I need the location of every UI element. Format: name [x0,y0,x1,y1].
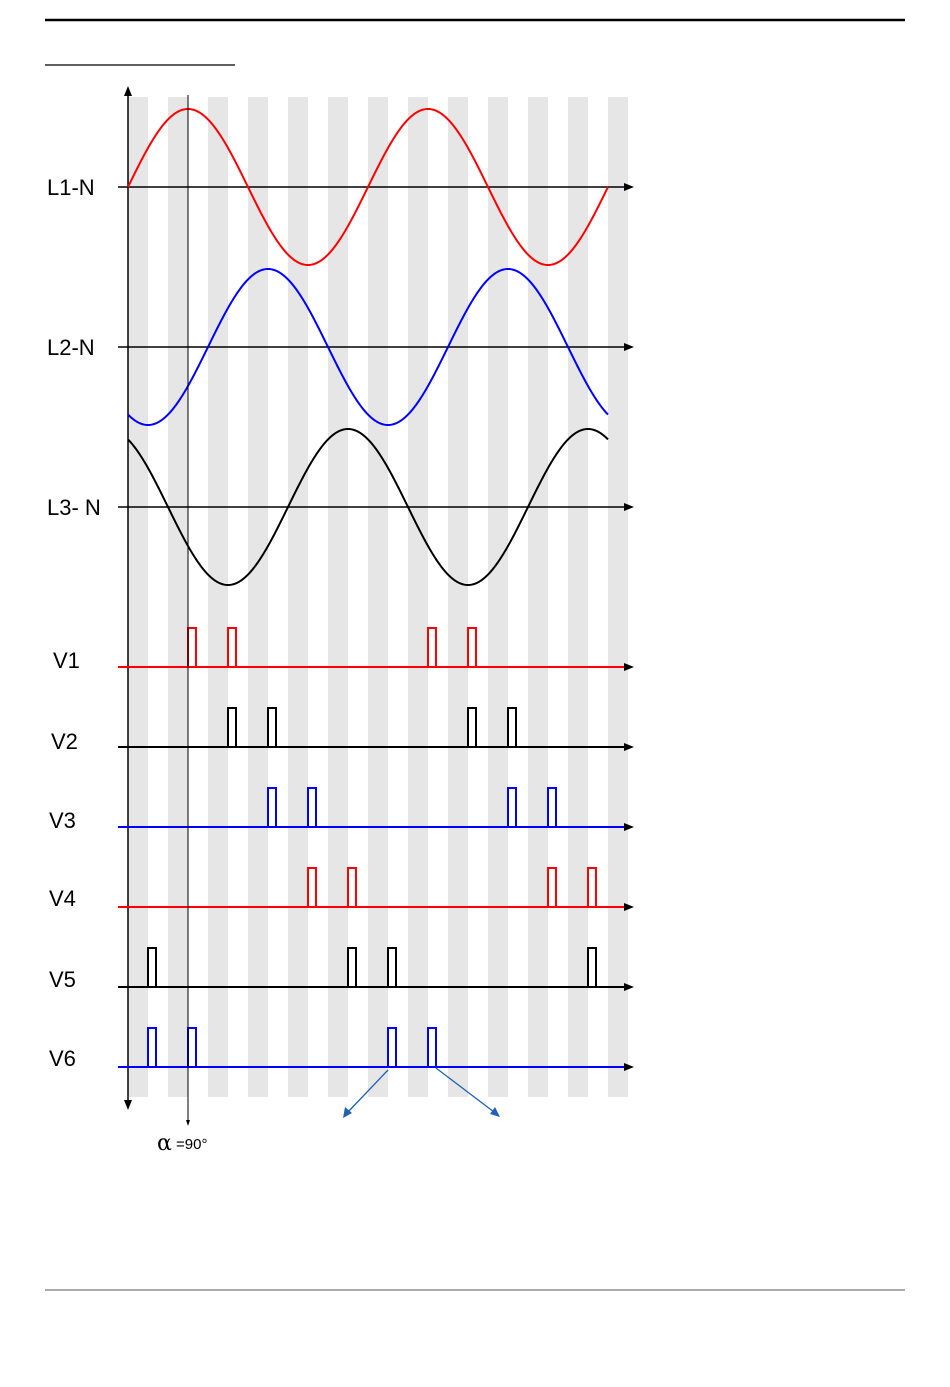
pulse-label-3: V3 [49,808,76,833]
pulse-label-6: V6 [49,1046,76,1071]
firing-pulse [467,707,477,747]
stripe [328,97,348,1097]
firing-pulse [387,1027,397,1067]
firing-pulse [507,707,517,747]
firing-pulse [427,1027,437,1067]
phase-wave-2 [127,267,609,427]
firing-pulse [427,627,437,667]
pulse-axis-arrow [624,903,634,911]
stripe [448,97,468,1097]
firing-pulse [267,787,277,827]
vertical-axis-arrow-up [124,86,132,96]
pulse-label-5: V5 [49,967,76,992]
firing-pulse [347,867,357,907]
firing-pulse [227,707,237,747]
firing-pulse [547,867,557,907]
firing-pulse [307,867,317,907]
pulses-group [147,627,597,1067]
pulse-axis-arrow [624,1063,634,1071]
pulse-axis-arrow [624,663,634,671]
waves-group [127,107,609,587]
firing-angle-symbol: α [157,1131,172,1156]
firing-angle-marker-arrowhead [186,1120,190,1126]
firing-pulse [187,627,197,667]
stripe [488,97,508,1097]
phase-label-2: L2-N [47,335,95,360]
phase-label-1: L1-N [47,175,95,200]
stripe [408,97,428,1097]
pulse-callout-arrow-right [435,1067,500,1117]
pulse-label-4: V4 [49,886,76,911]
stripe [128,97,148,1097]
stripe [288,97,308,1097]
firing-pulse [587,947,597,987]
firing-angle-label: =90° [176,1136,207,1153]
pulse-label-2: V2 [51,729,78,754]
stripe [528,97,548,1097]
background-stripes [128,97,628,1097]
stripe [208,97,228,1097]
phase-axis-arrow [624,343,634,351]
firing-pulse [387,947,397,987]
stripe [368,97,388,1097]
firing-pulse [587,867,597,907]
stripe [248,97,268,1097]
labels-group: L1-N L2-N L3- N V1 V2 V3 V4 V5 V6 [47,175,101,1071]
phase-axis-arrow [624,503,634,511]
firing-pulse [547,787,557,827]
pulse-label-1: V1 [53,648,80,673]
pulse-axis-arrow [624,983,634,991]
pulse-callout-arrow-left [343,1069,389,1118]
firing-pulse [307,787,317,827]
pulse-axis-arrow [624,743,634,751]
firing-pulse [467,627,477,667]
phase-axis-arrow [624,183,634,191]
stripe [568,97,588,1097]
axes-group [118,86,634,1110]
pulse-axis-arrow [624,823,634,831]
firing-pulse [227,627,237,667]
firing-pulse [147,947,157,987]
stripe [608,97,628,1097]
vertical-axis-arrow-down [124,1100,132,1110]
stripe [168,97,188,1097]
phase-label-3: L3- N [47,495,101,520]
firing-pulse [147,1027,157,1067]
firing-pulse [267,707,277,747]
phase-wave-1 [127,107,609,267]
phase-wave-3 [127,427,609,587]
firing-pulse [187,1027,197,1067]
firing-pulse [347,947,357,987]
firing-pulse [507,787,517,827]
